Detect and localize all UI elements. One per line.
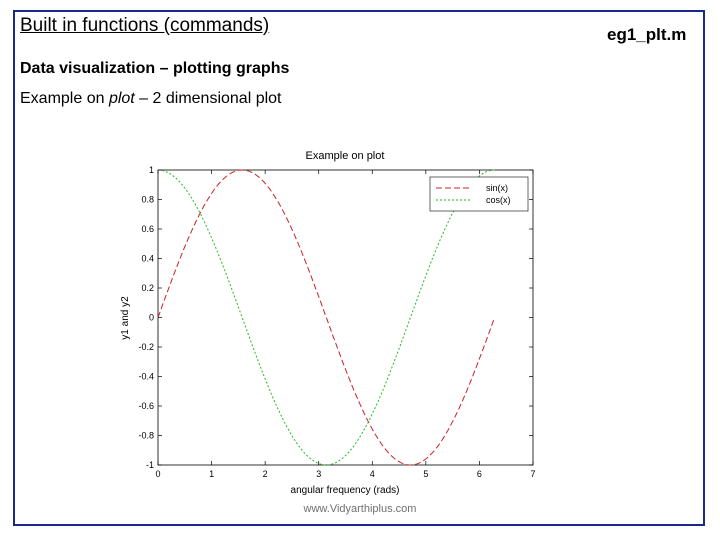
x-tick-label: 7 (530, 469, 535, 479)
plot-area (157, 169, 534, 466)
subheading-emphasis: plot (108, 90, 135, 107)
y-tick-label: 0.8 (141, 195, 154, 205)
x-tick-label: 4 (370, 469, 375, 479)
y-tick-label: 0.2 (141, 283, 154, 293)
legend-label: cos(x) (486, 195, 511, 205)
chart-title: Example on plot (306, 150, 385, 162)
x-tick-label: 2 (263, 469, 268, 479)
y-tick-label: 0.6 (141, 224, 154, 234)
y-tick-label: 0 (149, 313, 154, 323)
legend-label: sin(x) (486, 183, 508, 193)
y-tick-label: -1 (146, 460, 154, 470)
x-tick-label: 0 (155, 469, 160, 479)
section-subheading: Example on plot – 2 dimensional plot (20, 90, 282, 108)
y-tick-label: -0.8 (138, 431, 154, 441)
x-axis-label: angular frequency (rads) (291, 485, 400, 496)
y-tick-label: -0.4 (138, 372, 154, 382)
y-tick-label: -0.2 (138, 342, 154, 352)
x-tick-label: 5 (423, 469, 428, 479)
file-name: eg1_plt.m (607, 25, 687, 44)
section-heading: Data visualization – plotting graphs (20, 60, 290, 77)
series-line-sin (157, 169, 496, 466)
legend-box (429, 176, 529, 212)
watermark: www.Vidyarthiplus.com (303, 503, 417, 515)
subheading-suffix: – 2 dimensional plot (134, 90, 282, 107)
line-chart: 0 1 2 3 4 5 6 7 1 0.8 0.6 0.4 0.2 0 -0.2 -0.4 -0.6 -0.8 -1… (120, 150, 536, 496)
y-axis-label: y1 and y2 (120, 296, 131, 340)
y-tick-label: 1 (149, 165, 154, 175)
subheading-prefix: Example on (20, 90, 109, 107)
x-tick-label: 3 (316, 469, 321, 479)
slide-border (13, 10, 705, 526)
y-tick-label: 0.4 (141, 254, 154, 264)
slide-title: Built in functions (commands) (20, 15, 270, 36)
x-tick-label: 1 (209, 469, 214, 479)
y-tick-label: -0.6 (138, 401, 154, 411)
x-tick-label: 6 (477, 469, 482, 479)
series-line-cos (157, 169, 495, 466)
